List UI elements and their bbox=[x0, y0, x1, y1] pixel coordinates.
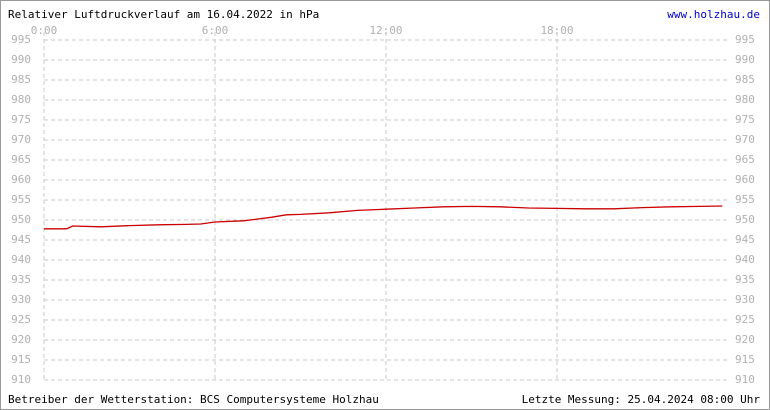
y-tick-label-right: 915 bbox=[735, 353, 755, 366]
y-tick-label-right: 935 bbox=[735, 273, 755, 286]
x-tick-label: 12:00 bbox=[369, 24, 402, 37]
y-tick-label-right: 955 bbox=[735, 193, 755, 206]
y-tick-label-right: 920 bbox=[735, 333, 755, 346]
y-tick-label-right: 970 bbox=[735, 133, 755, 146]
y-tick-label: 910 bbox=[11, 373, 31, 386]
y-tick-label-right: 950 bbox=[735, 213, 755, 226]
y-tick-label: 925 bbox=[11, 313, 31, 326]
pressure-line bbox=[44, 205, 723, 230]
y-tick-label-right: 995 bbox=[735, 33, 755, 46]
y-tick-label-right: 930 bbox=[735, 293, 755, 306]
y-tick-label: 955 bbox=[11, 193, 31, 206]
website-link[interactable]: www.holzhau.de bbox=[667, 8, 760, 21]
x-tick-label: 18:00 bbox=[540, 24, 573, 37]
y-tick-label: 990 bbox=[11, 53, 31, 66]
x-tick-label: 0:00 bbox=[31, 24, 58, 37]
y-tick-label-right: 960 bbox=[735, 173, 755, 186]
y-tick-label: 975 bbox=[11, 113, 31, 126]
y-tick-label-right: 945 bbox=[735, 233, 755, 246]
y-tick-label: 915 bbox=[11, 353, 31, 366]
chart-title: Relativer Luftdruckverlauf am 16.04.2022… bbox=[8, 8, 319, 21]
y-tick-label: 965 bbox=[11, 153, 31, 166]
y-tick-label: 980 bbox=[11, 93, 31, 106]
y-tick-label: 920 bbox=[11, 333, 31, 346]
operator: Betreiber der Wetterstation: BCS Compute… bbox=[8, 393, 379, 406]
y-tick-label-right: 940 bbox=[735, 253, 755, 266]
y-tick-label: 995 bbox=[11, 33, 31, 46]
y-tick-label-right: 985 bbox=[735, 73, 755, 86]
y-tick-label-right: 975 bbox=[735, 113, 755, 126]
y-tick-label: 985 bbox=[11, 73, 31, 86]
last-measurement: Letzte Messung: 25.04.2024 08:00 Uhr bbox=[522, 393, 761, 406]
y-tick-label-right: 965 bbox=[735, 153, 755, 166]
y-tick-label-right: 990 bbox=[735, 53, 755, 66]
y-tick-label: 930 bbox=[11, 293, 31, 306]
y-tick-label: 935 bbox=[11, 273, 31, 286]
y-tick-label: 970 bbox=[11, 133, 31, 146]
y-tick-label: 945 bbox=[11, 233, 31, 246]
y-tick-label-right: 910 bbox=[735, 373, 755, 386]
x-tick-label: 6:00 bbox=[202, 24, 229, 37]
y-tick-label: 940 bbox=[11, 253, 31, 266]
y-tick-label: 960 bbox=[11, 173, 31, 186]
y-tick-label-right: 980 bbox=[735, 93, 755, 106]
y-tick-label-right: 925 bbox=[735, 313, 755, 326]
y-tick-label: 950 bbox=[11, 213, 31, 226]
